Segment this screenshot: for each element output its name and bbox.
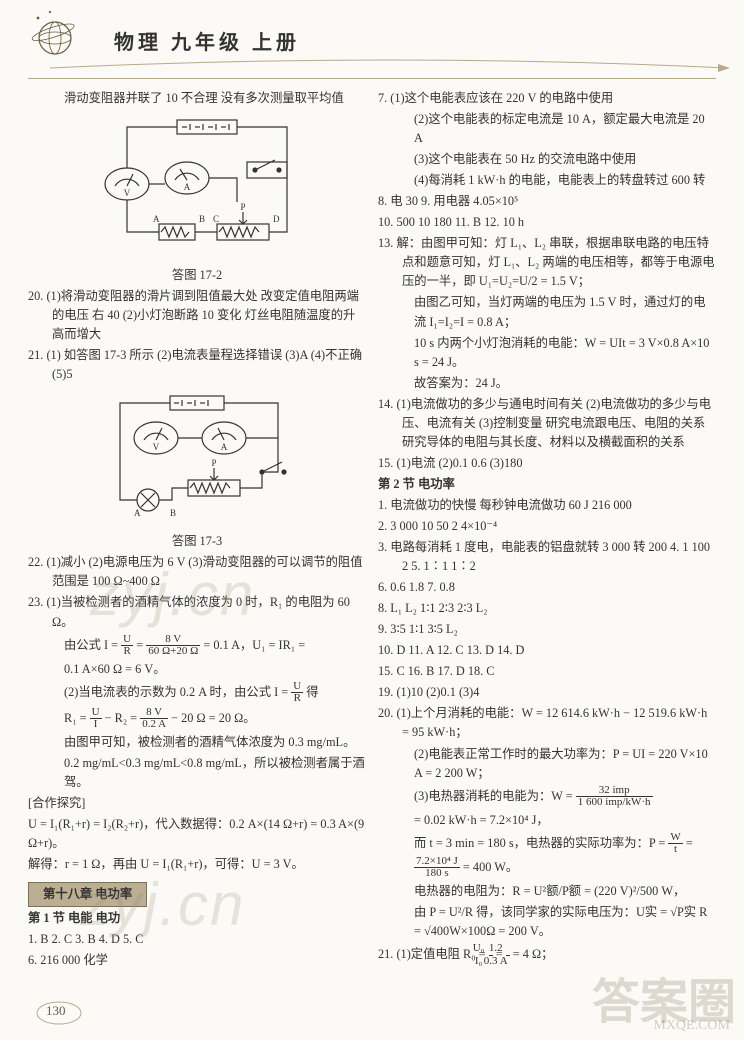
svg-text:B: B bbox=[199, 214, 205, 224]
t: = 4 Ω； bbox=[513, 947, 554, 961]
text-line: 由图甲可知，被检测者的酒精气体浓度为 0.3 mg/mL。 bbox=[28, 733, 366, 752]
text-line: 由图乙可知，当灯两端的电压为 1.5 V 时，通过灯的电流 I₁=I₂=I = … bbox=[378, 293, 716, 331]
formula-line: (2)当电流表的示数为 0.2 A 时，由公式 I = UR 得 bbox=[28, 681, 366, 705]
fraction: 32 imp1 600 imp/kW·h bbox=[576, 785, 653, 809]
text-line: 15. C 16. B 17. D 18. C bbox=[378, 662, 716, 681]
t: (3)电热器消耗的电能为：W = bbox=[414, 788, 576, 802]
answer-20: 20. (1)将滑动变阻器的滑片调到阻值最大处 改变定值电阻两端的电压 右 40… bbox=[28, 287, 366, 344]
globe-icon bbox=[28, 8, 82, 62]
text-line: 19. (1)10 (2)0.1 (3)4 bbox=[378, 683, 716, 702]
text-line: 解得：r = 1 Ω，再由 U = I₁(R₁+r)，可得：U = 3 V。 bbox=[28, 855, 366, 874]
text-line: 1. B 2. C 3. B 4. D 5. C bbox=[28, 930, 366, 949]
fraction: 8 V60 Ω+20 Ω bbox=[146, 634, 200, 658]
page-number: 130 bbox=[34, 1000, 84, 1026]
section-title: 第 1 节 电能 电功 bbox=[28, 909, 366, 928]
left-column: 滑动变阻器并联了 10 不合理 没有多次测量取平均值 V bbox=[28, 89, 366, 972]
svg-text:A: A bbox=[134, 508, 141, 518]
text-line: 6. 216 000 化学 bbox=[28, 951, 366, 970]
t: = 0.1 A，U₁ = IR₁ = bbox=[203, 637, 305, 651]
text-line: 9. 3∶5 1∶1 3∶5 L₂ bbox=[378, 620, 716, 639]
fraction: UI bbox=[90, 707, 102, 731]
text-line: 3. 电路每消耗 1 度电，电能表的铝盘就转 3 000 转 200 4. 1 … bbox=[378, 538, 716, 576]
answer-15: 15. (1)电流 (2)0.1 0.6 (3)180 bbox=[378, 454, 716, 473]
t: = bbox=[136, 637, 146, 651]
formula-line: 21. (1)定值电阻 R₀ = U₀I₀ = 1.20.3 A = 4 Ω； bbox=[378, 943, 716, 967]
text-line: 1. 电流做功的快慢 每秒钟电流做功 60 J 216 000 bbox=[378, 496, 716, 515]
text-line: 0.2 mg/mL<0.3 mg/mL<0.8 mg/mL，所以被检测者属于酒驾… bbox=[28, 754, 366, 792]
svg-text:D: D bbox=[273, 214, 280, 224]
answer-13: 13. 解：由图甲可知：灯 L₁、L₂ 串联，根据串联电路的电压特点和题意可知，… bbox=[378, 234, 716, 291]
text-line: 10 s 内两个小灯泡消耗的电能：W = UIt = 3 V×0.8 A×10 … bbox=[378, 334, 716, 372]
text-line: 故答案为：24 J。 bbox=[378, 374, 716, 393]
page-number-value: 130 bbox=[46, 1003, 66, 1019]
t: = 400 W。 bbox=[463, 860, 518, 874]
svg-text:A: A bbox=[221, 442, 228, 452]
text-line: 8. L₁ L₂ 1∶1 2∶3 2∶3 L₂ bbox=[378, 599, 716, 618]
text-line: (2)这个电能表的标定电流是 10 A，额定最大电流是 20 A bbox=[378, 110, 716, 148]
answer-7: 7. (1)这个电能表应该在 220 V 的电路中使用 bbox=[378, 89, 716, 108]
t: (2)当电流表的示数为 0.2 A 时，由公式 I = bbox=[64, 685, 288, 699]
fraction: 1.20.3 A bbox=[506, 943, 510, 967]
svg-text:P: P bbox=[240, 202, 245, 212]
formula-line: 而 t = 3 min = 180 s，电热器的实际功率为：P = Wt = 7… bbox=[378, 832, 716, 880]
t: 而 t = 3 min = 180 s，电热器的实际功率为：P = bbox=[414, 836, 668, 850]
fraction: 7.2×10⁴ J180 s bbox=[414, 856, 460, 880]
answer-23a: 23. (1)当被检测者的酒精气体的浓度为 0 时，R₁ 的电阻为 60 Ω。 bbox=[28, 593, 366, 631]
right-column: 7. (1)这个电能表应该在 220 V 的电路中使用 (2)这个电能表的标定电… bbox=[378, 89, 716, 972]
text-line: 电热器的电阻为：R = U²额/P额 = (220 V)²/500 W， bbox=[378, 882, 716, 901]
page-header: 物理 九年级 上册 bbox=[28, 12, 716, 79]
svg-text:C: C bbox=[213, 214, 219, 224]
text-line: (3)这个电能表在 50 Hz 的交流电路中使用 bbox=[378, 150, 716, 169]
header-swoosh bbox=[50, 56, 730, 76]
t: 由公式 I = bbox=[64, 637, 118, 651]
section-title: 第 2 节 电功率 bbox=[378, 475, 716, 494]
svg-text:P: P bbox=[211, 458, 216, 468]
formula-line: R₁ = UI − R₂ = 8 V0.2 A − 20 Ω = 20 Ω。 bbox=[28, 707, 366, 731]
svg-text:B: B bbox=[170, 508, 176, 518]
svg-text:V: V bbox=[153, 442, 160, 452]
svg-text:V: V bbox=[124, 188, 131, 198]
t: − 20 Ω = 20 Ω。 bbox=[171, 711, 255, 725]
figure-17-3: V A bbox=[92, 390, 302, 530]
t: R₁ = bbox=[64, 711, 90, 725]
coop-title: [合作探究] bbox=[28, 794, 366, 813]
page-title: 物理 九年级 上册 bbox=[114, 26, 300, 55]
fraction: UR bbox=[121, 634, 133, 658]
text-line: 2. 3 000 10 50 2 4×10⁻⁴ bbox=[378, 517, 716, 536]
fraction: Wt bbox=[668, 832, 682, 856]
text-line: 10. D 11. A 12. C 13. D 14. D bbox=[378, 641, 716, 660]
text-line: 滑动变阻器并联了 10 不合理 没有多次测量取平均值 bbox=[28, 89, 366, 108]
answer-22: 22. (1)减小 (2)电源电压为 6 V (3)滑动变阻器的可以调节的阻值范… bbox=[28, 553, 366, 591]
formula-line: 由公式 I = UR = 8 V60 Ω+20 Ω = 0.1 A，U₁ = I… bbox=[28, 634, 366, 658]
chapter-heading: 第十八章 电功率 bbox=[28, 882, 147, 907]
figure-caption: 答图 17-3 bbox=[28, 532, 366, 551]
text-line: U = I₁(R₁+r) = I₂(R₂+r)，代入数据得：0.2 A×(14 … bbox=[28, 815, 366, 853]
answer-20s2: 20. (1)上个月消耗的电能：W = 12 614.6 kW·h − 12 5… bbox=[378, 704, 716, 742]
text-line: = 0.02 kW·h = 7.2×10⁴ J， bbox=[378, 811, 716, 830]
text-line: 0.1 A×60 Ω = 6 V。 bbox=[28, 660, 366, 679]
text-line: 10. 500 10 180 11. B 12. 10 h bbox=[378, 213, 716, 232]
t: − R₂ = bbox=[105, 711, 141, 725]
watermark-big: 答案圈 bbox=[592, 962, 736, 1032]
svg-text:A: A bbox=[153, 214, 160, 224]
answer-14: 14. (1)电流做功的多少与通电时间有关 (2)电流做功的多少与电压、电流有关… bbox=[378, 395, 716, 452]
formula-line: (3)电热器消耗的电能为：W = 32 imp1 600 imp/kW·h bbox=[378, 785, 716, 809]
text-line: 由 P = U²/R 得，该同学家的实际电压为：U实 = √P实 R = √40… bbox=[378, 903, 716, 941]
text-line: (4)每消耗 1 kW·h 的电能，电能表上的转盘转过 600 转 bbox=[378, 171, 716, 190]
t: = bbox=[686, 836, 693, 850]
figure-17-2: V A bbox=[87, 114, 307, 264]
answer-21: 21. (1) 如答图 17-3 所示 (2)电流表量程选择错误 (3)A (4… bbox=[28, 346, 366, 384]
fraction: 8 V0.2 A bbox=[140, 707, 168, 731]
text-line: 6. 0.6 1.8 7. 0.8 bbox=[378, 578, 716, 597]
watermark-small: MXQE.COM bbox=[653, 1018, 730, 1034]
text-line: 8. 电 30 9. 用电器 4.05×10⁵ bbox=[378, 192, 716, 211]
fraction: UR bbox=[291, 681, 303, 705]
text-line: (2)电能表正常工作时的最大功率为：P = UI = 220 V×10 A = … bbox=[378, 745, 716, 783]
svg-text:A: A bbox=[184, 182, 191, 192]
t: 得 bbox=[306, 685, 318, 699]
figure-caption: 答图 17-2 bbox=[28, 266, 366, 285]
